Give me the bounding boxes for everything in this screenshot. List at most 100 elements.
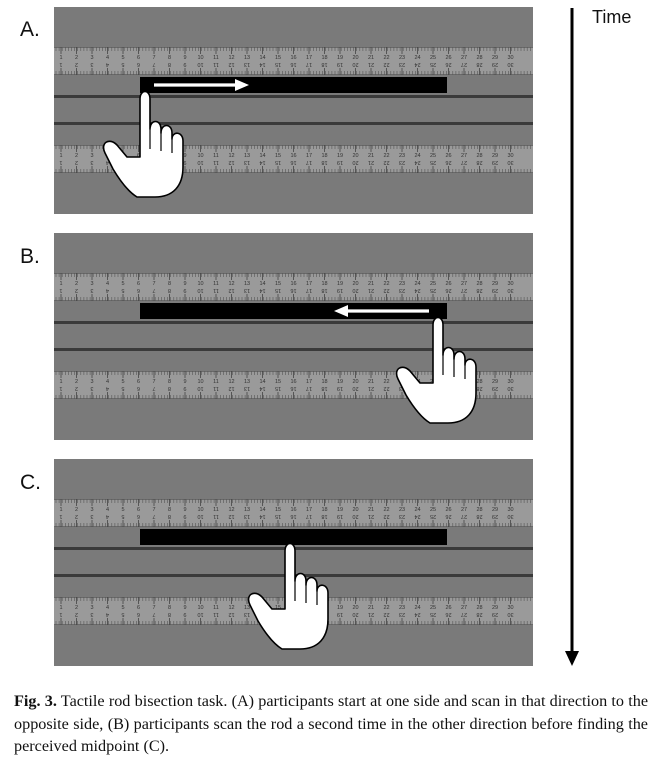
ruler-number-mirrored: 21 [368,287,374,293]
ruler-number: 27 [461,281,467,287]
ruler-number: 21 [368,281,374,287]
ruler-number-mirrored: 11 [213,287,219,293]
ruler-number: 6 [137,55,140,61]
ruler-number-mirrored: 22 [383,159,389,165]
ruler-number: 20 [352,55,358,61]
ruler-number: 14 [259,379,265,385]
ruler-number: 18 [321,379,327,385]
ruler-number-mirrored: 15 [275,385,281,391]
ruler-number: 22 [383,379,389,385]
time-arrow [565,8,579,666]
ruler-number: 5 [121,507,124,513]
ruler-number: 1 [59,507,62,513]
ruler-number: 5 [121,605,124,611]
ruler-number: 30 [507,281,513,287]
ruler-number: 10 [197,281,203,287]
ruler-number: 17 [306,281,312,287]
ruler-number-mirrored: 23 [399,513,405,519]
ruler-number: 15 [275,153,281,159]
ruler-number: 14 [259,507,265,513]
ruler-number: 10 [197,605,203,611]
ruler-number: 15 [275,507,281,513]
panel-label-c: C. [20,471,41,494]
ruler-number: 30 [507,605,513,611]
ruler-number: 4 [106,507,109,513]
ruler-number-mirrored: 29 [492,385,498,391]
ruler-number-mirrored: 3 [90,159,93,165]
ruler-number-mirrored: 2 [75,159,78,165]
ruler-number-mirrored: 28 [476,611,482,617]
ruler-number: 28 [476,507,482,513]
ruler-number: 14 [259,281,265,287]
ruler-number: 29 [492,281,498,287]
ruler-number-mirrored: 7 [152,513,155,519]
ruler-number-mirrored: 1 [59,513,62,519]
ruler-number-mirrored: 30 [507,611,513,617]
ruler-number-mirrored: 27 [461,611,467,617]
ruler-number: 22 [383,153,389,159]
ruler-number: 25 [430,605,436,611]
track-line-lower [54,122,533,125]
tactile-rod [140,303,447,319]
ruler-number-mirrored: 2 [75,287,78,293]
ruler-number-mirrored: 13 [244,513,250,519]
ruler-number-mirrored: 3 [90,385,93,391]
ruler-number-mirrored: 25 [430,61,436,67]
ruler-number-mirrored: 22 [383,513,389,519]
ruler-number: 6 [137,281,140,287]
ruler-number-mirrored: 17 [306,513,312,519]
ruler-number: 8 [168,379,171,385]
ruler-number: 12 [228,281,234,287]
ruler-number-mirrored: 25 [430,287,436,293]
ruler-number: 12 [228,379,234,385]
ruler-number-mirrored: 1 [59,385,62,391]
ruler-number-mirrored: 1 [59,287,62,293]
ruler-number-mirrored: 4 [106,385,109,391]
ruler-number: 3 [90,55,93,61]
ruler-number-mirrored: 21 [368,159,374,165]
ruler-number: 23 [399,605,405,611]
ruler-number-mirrored: 19 [337,611,343,617]
ruler-number-mirrored: 14 [259,385,265,391]
ruler-number-mirrored: 29 [492,287,498,293]
ruler-number: 30 [507,153,513,159]
ruler-number-mirrored: 8 [168,611,171,617]
panel-label-a: A. [20,18,40,41]
ruler-number: 18 [321,507,327,513]
ruler-number: 12 [228,507,234,513]
ruler-number-mirrored: 17 [306,159,312,165]
ruler-number-mirrored: 11 [213,159,219,165]
ruler-number-mirrored: 4 [106,61,109,67]
ruler-number: 2 [75,55,78,61]
ruler-number: 19 [337,55,343,61]
ruler-number-mirrored: 25 [430,159,436,165]
ruler-number: 6 [137,605,140,611]
ruler-number-mirrored: 27 [461,513,467,519]
scan-direction-arrow [334,305,429,317]
ruler-number-mirrored: 29 [492,611,498,617]
ruler-number-mirrored: 13 [244,159,250,165]
ruler-number: 3 [90,507,93,513]
ruler-number: 21 [368,55,374,61]
ruler-number-mirrored: 30 [507,513,513,519]
ruler-number-mirrored: 14 [259,61,265,67]
ruler-number-mirrored: 24 [414,61,420,67]
ruler-number-mirrored: 5 [121,513,124,519]
ruler-number-mirrored: 1 [59,61,62,67]
figure-caption: Fig. 3. Tactile rod bisection task. (A) … [14,690,648,758]
ruler-number-mirrored: 18 [321,159,327,165]
ruler-number-mirrored: 27 [461,287,467,293]
tactile-rod [140,529,447,545]
ruler-number: 1 [59,55,62,61]
ruler-number-mirrored: 26 [445,159,451,165]
ruler-number-mirrored: 24 [414,611,420,617]
ruler-number: 7 [152,605,155,611]
ruler-number: 29 [492,153,498,159]
ruler-number: 19 [337,605,343,611]
ruler-number-mirrored: 2 [75,385,78,391]
ruler-number-mirrored: 6 [137,611,140,617]
ruler-number: 6 [137,153,140,159]
ruler-number: 25 [430,281,436,287]
ruler-number: 11 [213,55,219,61]
ruler-number: 4 [106,379,109,385]
